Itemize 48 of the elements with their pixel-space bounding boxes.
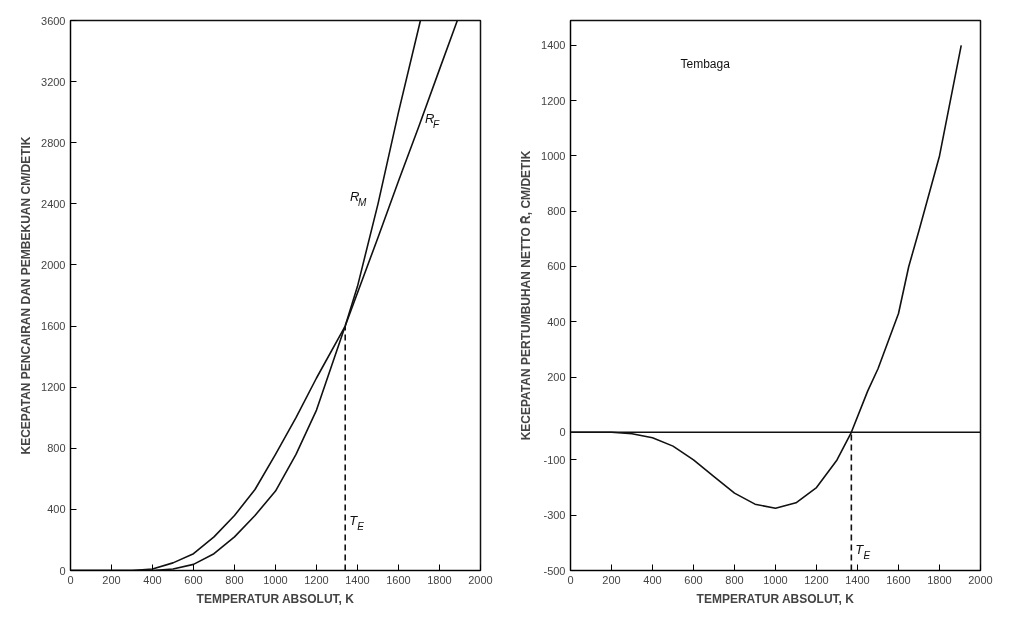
- x-tick-label: 800: [225, 573, 244, 586]
- y-tick-label: 800: [47, 442, 66, 455]
- y-tick-label: 400: [547, 315, 566, 328]
- y-tick-label: 0: [559, 426, 566, 439]
- x-tick-label: 400: [643, 573, 662, 586]
- x-tick-label: 400: [143, 573, 162, 586]
- annotation: Tembaga: [680, 56, 731, 71]
- x-tick-label: 2000: [468, 573, 493, 586]
- y-tick-label: 0: [59, 564, 66, 577]
- x-tick-label: 800: [725, 573, 744, 586]
- y-tick-label: 1400: [541, 39, 566, 52]
- x-tick-label: 1600: [886, 573, 911, 586]
- x-tick-label: 600: [184, 573, 203, 586]
- x-tick-label: 1600: [386, 573, 411, 586]
- x-axis-title: TEMPERATUR ABSOLUT, K: [696, 591, 855, 606]
- x-tick-label: 1800: [427, 573, 452, 586]
- y-tick-label: -100: [543, 453, 566, 466]
- y-tick-label: 1600: [41, 320, 66, 333]
- x-tick-label: 1200: [804, 573, 829, 586]
- x-tick-label: 2000: [968, 573, 993, 586]
- y-tick-label: 3200: [41, 75, 66, 88]
- x-tick-label: 1400: [345, 573, 370, 586]
- y-axis-title: KECEPATAN PERTUMBUHAN NETTO R̄, CM/DETIK: [519, 150, 534, 441]
- y-tick-label: 2000: [41, 258, 66, 271]
- x-tick-label: 1800: [927, 573, 952, 586]
- y-tick-label: 2800: [41, 136, 66, 149]
- x-tick-label: 1000: [763, 573, 788, 586]
- x-tick-label: 200: [102, 573, 121, 586]
- x-tick-label: 1200: [304, 573, 329, 586]
- x-tick-label: 1400: [845, 573, 870, 586]
- y-tick-label: 1200: [541, 94, 566, 107]
- y-tick-label: 800: [547, 205, 566, 218]
- x-tick-label: 200: [602, 573, 621, 586]
- x-tick-label: 0: [567, 573, 574, 586]
- x-tick-label: 1000: [263, 573, 288, 586]
- y-axis-title: KECEPATAN PENCAIRAN DAN PEMBEKUAN CM/DETIK: [19, 136, 34, 455]
- y-tick-label: 600: [547, 260, 566, 273]
- x-tick-label: 600: [684, 573, 703, 586]
- y-tick-label: 2400: [41, 197, 66, 210]
- y-tick-label: -300: [543, 509, 566, 522]
- x-tick-label: 0: [67, 573, 74, 586]
- y-tick-label: 1000: [541, 149, 566, 162]
- y-tick-label: 200: [547, 371, 566, 384]
- y-tick-label: 400: [47, 503, 66, 516]
- y-tick-label: -500: [543, 564, 566, 577]
- y-tick-label: 3600: [41, 14, 66, 27]
- y-tick-label: 1200: [41, 381, 66, 394]
- x-axis-title: TEMPERATUR ABSOLUT, K: [196, 591, 355, 606]
